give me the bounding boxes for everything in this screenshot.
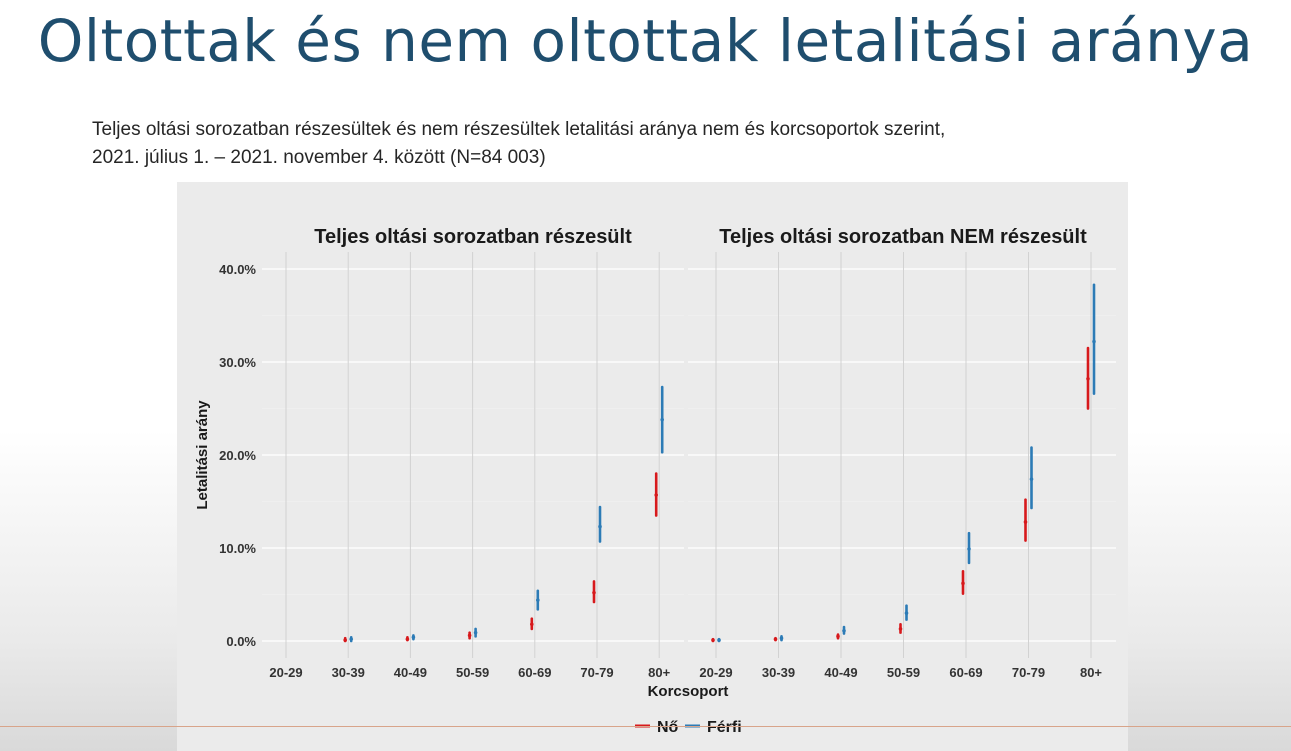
data-point <box>711 638 715 642</box>
data-point <box>773 637 778 641</box>
data-point <box>592 590 596 595</box>
legend-label-male: Férfi <box>707 719 742 736</box>
data-point <box>717 638 721 642</box>
data-point <box>473 630 478 635</box>
x-tick-label: 70-79 <box>1012 665 1045 680</box>
data-point <box>405 637 410 641</box>
x-tick-label: 30-39 <box>332 665 365 680</box>
y-tick-label: 10.0% <box>219 541 256 556</box>
data-point <box>536 598 540 602</box>
y-tick-label: 40.0% <box>219 262 256 277</box>
legend-label-female: Nő <box>657 719 679 736</box>
data-point <box>660 417 664 422</box>
data-point <box>349 637 354 641</box>
x-tick-label: 20-29 <box>699 665 732 680</box>
subtitle-line-1: Teljes oltási sorozatban részesültek és … <box>92 119 946 140</box>
data-point <box>467 633 472 638</box>
x-tick-label: 60-69 <box>518 665 551 680</box>
grid-layer <box>262 252 1116 658</box>
y-tick-label: 20.0% <box>219 448 256 463</box>
x-tick-label: 80+ <box>1080 665 1102 680</box>
y-tick-label: 30.0% <box>219 355 256 370</box>
data-point <box>654 493 658 497</box>
x-tick-label: 40-49 <box>824 665 857 680</box>
data-point <box>530 622 534 627</box>
y-tick-label: 0.0% <box>226 634 256 649</box>
data-point <box>1086 376 1090 381</box>
marks-layer <box>343 283 1096 643</box>
data-point <box>598 524 602 529</box>
slide-subtitle: Teljes oltási sorozatban részesültek és … <box>92 116 945 172</box>
data-point <box>1092 339 1096 344</box>
data-point <box>411 635 416 640</box>
slide-title: Oltottak és nem oltottak letalitási arán… <box>37 7 1254 75</box>
x-tick-label: 20-29 <box>269 665 302 680</box>
y-axis-label: Letalitási arány <box>194 400 211 510</box>
slide-bottom-rule <box>0 726 1291 727</box>
data-point <box>779 636 784 641</box>
legend: Nő Férfi <box>635 719 742 736</box>
x-tick-label: 80+ <box>648 665 670 680</box>
data-point <box>967 547 971 551</box>
x-tick-label: 70-79 <box>580 665 613 680</box>
x-tick-label: 50-59 <box>887 665 920 680</box>
x-tick-label: 50-59 <box>456 665 489 680</box>
x-tick-label: 60-69 <box>949 665 982 680</box>
x-axis-label: Korcsoport <box>648 683 729 700</box>
x-tick-label: 30-39 <box>762 665 795 680</box>
data-point <box>904 611 909 615</box>
panel-title-vaccinated: Teljes oltási sorozatban részesült <box>314 226 632 248</box>
data-point <box>343 638 348 642</box>
data-point <box>1023 520 1028 524</box>
panel-title-unvaccinated: Teljes oltási sorozatban NEM részesült <box>719 226 1087 248</box>
x-tick-label: 40-49 <box>394 665 427 680</box>
data-point <box>961 581 965 586</box>
data-point <box>842 628 846 633</box>
data-point <box>1029 477 1034 481</box>
data-point <box>836 634 840 639</box>
subtitle-line-2: 2021. július 1. – 2021. november 4. közö… <box>92 147 546 168</box>
labels-layer: Teljes oltási sorozatban részesült Telje… <box>194 226 1102 700</box>
data-point <box>898 627 903 631</box>
